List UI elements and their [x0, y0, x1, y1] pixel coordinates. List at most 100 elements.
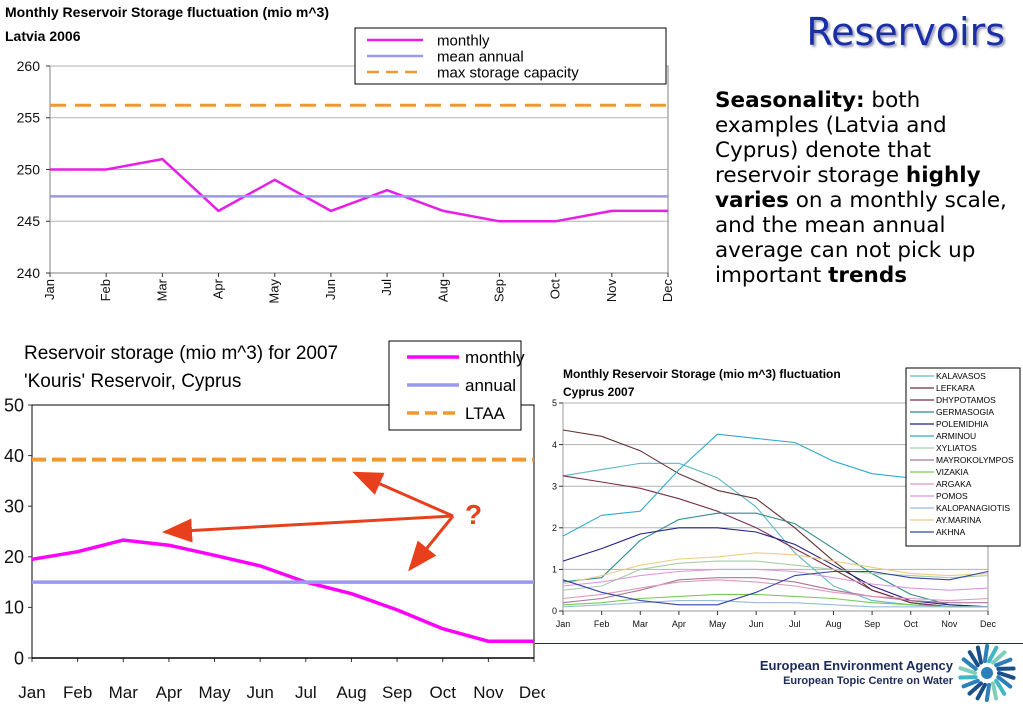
- eea-logo-ray: [996, 675, 1013, 689]
- kouris-y-tick-label: 10: [4, 598, 24, 618]
- kouris-y-tick-label: 30: [4, 497, 24, 517]
- eea-logo-ray: [982, 644, 990, 664]
- kouris-x-tick-label: Sep: [382, 683, 412, 702]
- kouris-series-monthly: [31, 538, 534, 644]
- cyprus-legend-box: [905, 367, 1021, 547]
- latvia-x-tick-label: Apr: [211, 278, 226, 299]
- eea-logo-ray: [961, 657, 978, 671]
- eea-logo-ray: [991, 650, 1007, 665]
- latvia-y-tick-label: 255: [17, 110, 41, 126]
- eea-logo-icon: [958, 644, 1016, 702]
- annotation-arrow: [352, 471, 454, 518]
- cyprus-series-xyliatos: [562, 560, 989, 591]
- kouris-chart-title: Reservoir storage (mio m^3) for 2007: [24, 343, 338, 364]
- eea-logo-ray: [967, 650, 980, 668]
- cyprus-legend-label: AKHNA: [936, 527, 966, 537]
- kouris-x-tick-label: Nov: [473, 683, 504, 702]
- cyprus-y-tick-label: 1: [552, 565, 557, 575]
- cyprus-y-tick-label: 4: [552, 440, 557, 450]
- annotation-arrow: [408, 515, 455, 572]
- latvia-x-tick-label: May: [267, 279, 282, 304]
- body-text: Seasonality: both examples (Latvia and C…: [715, 88, 1015, 288]
- agency-name: European Environment Agency: [759, 658, 953, 673]
- eea-logo-ray: [975, 645, 983, 665]
- eea-logo-ray: [991, 681, 999, 701]
- latvia-x-tick-label: Jan: [42, 279, 57, 300]
- latvia-y-tick-label: 260: [17, 58, 41, 74]
- cyprus-chart-title: Monthly Reservoir Storage (mio m^3) fluc…: [563, 367, 841, 381]
- eea-logo-ray: [987, 645, 999, 664]
- latvia-x-tick-label: Feb: [98, 279, 113, 301]
- latvia-y-tick-label: 245: [17, 213, 41, 229]
- cyprus-x-tick-label: Jan: [556, 619, 571, 629]
- latvia-legend-label: mean annual: [437, 48, 524, 65]
- question-annotation: ?: [162, 471, 482, 572]
- latvia-x-tick-label: Dec: [660, 279, 675, 303]
- cyprus-series-vizakia: [562, 593, 988, 608]
- latvia-x-tick-label: Oct: [548, 279, 563, 300]
- body-text-part2: on a monthly scale, and the mean annual …: [715, 188, 1007, 288]
- cyprus-legend-label: POLEMIDHIA: [936, 419, 989, 429]
- latvia-x-tick-label: Sep: [491, 279, 506, 302]
- cyprus-x-tick-label: Oct: [904, 619, 919, 629]
- kouris-legend-label: annual: [465, 376, 516, 395]
- kouris-x-tick-label: Jan: [18, 683, 45, 702]
- cyprus-series-mayrokolympos: [562, 577, 988, 604]
- kouris-chart-subtitle: 'Kouris' Reservoir, Cyprus: [24, 371, 241, 392]
- eea-logo-ray: [958, 666, 977, 675]
- cyprus-x-tick-label: Feb: [594, 619, 610, 629]
- cyprus-y-tick-label: 5: [552, 398, 557, 408]
- latvia-chart-subtitle: Latvia 2006: [5, 28, 81, 44]
- latvia-x-tick-label: Mar: [154, 278, 169, 301]
- kouris-x-tick-label: Jun: [246, 683, 273, 702]
- cyprus-legend-label: XYLIATOS: [936, 443, 977, 453]
- topic-centre-name: European Topic Centre on Water: [783, 675, 953, 687]
- cyprus-series-akhna: [562, 570, 989, 606]
- kouris-y-tick-label: 50: [4, 395, 24, 415]
- kouris-x-tick-label: Jul: [295, 683, 317, 702]
- latvia-chart-title: Monthly Reservoir Storage fluctuation (m…: [5, 4, 329, 20]
- eea-logo-ray: [984, 682, 992, 702]
- question-mark: ?: [465, 499, 482, 530]
- kouris-chart: Reservoir storage (mio m^3) for 2007 'Ko…: [4, 340, 545, 702]
- eea-logo-ray: [961, 678, 980, 689]
- latvia-legend-label: max storage capacity: [437, 64, 579, 81]
- body-text-part1: both examples (Latvia and Cyprus) denote…: [715, 88, 947, 188]
- latvia-series-monthly: [50, 157, 668, 223]
- cyprus-legend: KALAVASOS LEFKARA DHYPOTAMOS GERMASOGIA POLE…: [905, 367, 1021, 547]
- cyprus-y-tick-label: 0: [552, 606, 557, 616]
- cyprus-x-tick-label: Dec: [980, 619, 997, 629]
- latvia-y-tick-label: 250: [17, 161, 41, 177]
- latvia-y-tick-label: 240: [17, 265, 41, 281]
- cyprus-x-tick-label: Jun: [749, 619, 764, 629]
- cyprus-x-tick-label: Mar: [633, 619, 649, 629]
- cyprus-y-tick-label: 2: [552, 523, 557, 533]
- eea-logo-ray: [975, 682, 987, 701]
- cyprus-legend-label: AY.MARINA: [936, 515, 981, 525]
- cyprus-legend-label: POMOS: [936, 491, 968, 501]
- annotation-arrow: [162, 514, 454, 543]
- kouris-x-tick-label: Mar: [109, 683, 139, 702]
- kouris-y-tick-label: 20: [4, 547, 24, 567]
- kouris-x-tick-label: Feb: [63, 683, 92, 702]
- cyprus-x-tick-label: Apr: [672, 619, 686, 629]
- kouris-x-tick-label: Apr: [156, 683, 183, 702]
- seasonality-label: Seasonality:: [715, 88, 865, 113]
- cyprus-legend-label: LEFKARA: [936, 383, 975, 393]
- footer-divider: [535, 643, 1023, 644]
- kouris-x-tick-label: Oct: [430, 683, 457, 702]
- latvia-x-tick-label: Jul: [379, 279, 394, 296]
- cyprus-chart: Monthly Reservoir Storage (mio m^3) fluc…: [552, 367, 1021, 629]
- kouris-plot-area: [31, 404, 535, 659]
- eea-logo-ray: [997, 671, 1016, 680]
- cyprus-x-tick-label: Sep: [864, 619, 880, 629]
- cyprus-legend-label: DHYPOTAMOS: [936, 395, 996, 405]
- kouris-y-tick-label: 0: [14, 648, 24, 668]
- cyprus-y-tick-label: 3: [552, 481, 557, 491]
- kouris-x-tick-label: Aug: [336, 683, 366, 702]
- cyprus-series-germasogia: [562, 512, 989, 608]
- cyprus-legend-label: ARGAKA: [936, 479, 972, 489]
- cyprus-series-ay-marina: [562, 552, 989, 585]
- cyprus-x-tick-label: Jul: [789, 619, 801, 629]
